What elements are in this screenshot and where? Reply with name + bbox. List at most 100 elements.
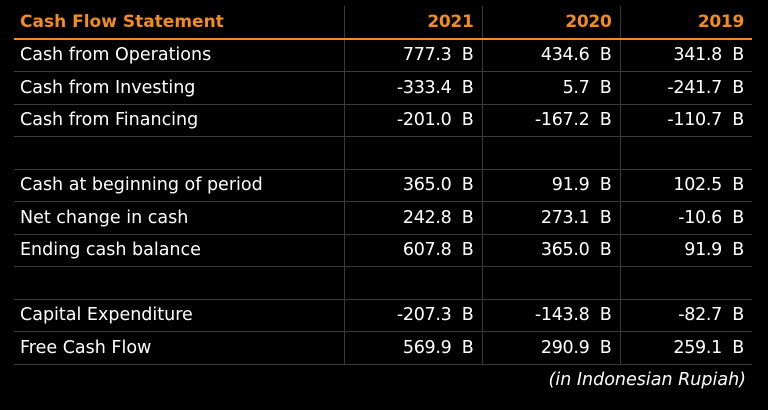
cell-unit: B: [461, 337, 474, 358]
row-label: Net change in cash: [14, 201, 345, 235]
cell-value: 434.6: [540, 45, 590, 66]
cell-unit: B: [732, 305, 744, 326]
table-row: Cash from Financing -201.0 B -167.2 B -110.7 B: [14, 104, 752, 137]
empty-cell: [344, 136, 483, 170]
spacer-row: [14, 266, 752, 300]
cell-unit: B: [461, 110, 474, 131]
cell-unit: B: [461, 207, 474, 228]
cell-value: -143.8: [534, 305, 590, 326]
value-cell: -241.7 B: [620, 71, 752, 105]
value-cell: -167.2 B: [482, 104, 621, 137]
value-cell: -110.7 B: [620, 104, 752, 137]
cell-unit: B: [732, 175, 744, 196]
cell-value: 259.1: [673, 337, 722, 358]
cell-unit: B: [599, 240, 612, 261]
table-row: Cash at beginning of period 365.0 B 91.9 B 10…: [14, 169, 752, 202]
table-row: Net change in cash 242.8 B 273.1 B -10.6 B: [14, 201, 752, 235]
cell-unit: B: [599, 305, 612, 326]
cell-value: -201.0: [396, 110, 452, 131]
value-cell: -10.6 B: [620, 201, 752, 235]
table-row: Cash from Operations 777.3 B 434.6 B 341.8 B: [14, 38, 752, 72]
year-header-2020: 2020: [482, 6, 621, 40]
table-row: Ending cash balance 607.8 B 365.0 B 91.9 B: [14, 234, 752, 267]
empty-cell: [482, 266, 621, 300]
value-cell: 365.0 B: [344, 169, 483, 202]
value-cell: 569.9 B: [344, 331, 483, 365]
value-cell: 259.1 B: [620, 331, 752, 365]
cell-value: 242.8: [402, 207, 452, 228]
value-cell: 607.8 B: [344, 234, 483, 267]
cell-unit: B: [732, 45, 744, 66]
year-header-2021: 2021: [344, 6, 483, 40]
cell-unit: B: [732, 240, 744, 261]
value-cell: 242.8 B: [344, 201, 483, 235]
cell-unit: B: [461, 77, 474, 98]
cell-unit: B: [599, 110, 612, 131]
cell-unit: B: [461, 175, 474, 196]
cell-value: 273.1: [540, 207, 590, 228]
cell-value: 777.3: [402, 45, 452, 66]
header-row: Cash Flow Statement 2021 2020 2019: [14, 6, 752, 40]
value-cell: -143.8 B: [482, 299, 621, 332]
value-cell: 5.7 B: [482, 71, 621, 105]
cell-value: -333.4: [396, 77, 452, 98]
cell-unit: B: [461, 45, 474, 66]
empty-cell: [14, 266, 345, 300]
cell-value: 569.9: [402, 337, 452, 358]
cell-value: 365.0: [540, 240, 590, 261]
row-label: Ending cash balance: [14, 234, 345, 267]
cell-value: 5.7: [562, 77, 590, 98]
cell-unit: B: [732, 207, 744, 228]
cell-unit: B: [461, 305, 474, 326]
value-cell: -82.7 B: [620, 299, 752, 332]
value-cell: 273.1 B: [482, 201, 621, 235]
value-cell: 365.0 B: [482, 234, 621, 267]
row-label: Free Cash Flow: [14, 331, 345, 365]
cell-value: -167.2: [534, 110, 590, 131]
empty-cell: [620, 136, 752, 170]
cell-value: -207.3: [396, 305, 452, 326]
cell-value: 365.0: [402, 175, 452, 196]
value-cell: -207.3 B: [344, 299, 483, 332]
cell-unit: B: [461, 240, 474, 261]
table-row: Cash from Investing -333.4 B 5.7 B -241.7 B: [14, 71, 752, 105]
cell-value: -241.7: [667, 77, 722, 98]
cell-unit: B: [599, 207, 612, 228]
cell-unit: B: [732, 110, 744, 131]
cell-value: 91.9: [684, 240, 722, 261]
row-label: Capital Expenditure: [14, 299, 345, 332]
value-cell: 91.9 B: [620, 234, 752, 267]
empty-cell: [344, 266, 483, 300]
cell-value: 341.8: [673, 45, 722, 66]
value-cell: 290.9 B: [482, 331, 621, 365]
table-title: Cash Flow Statement: [14, 6, 345, 40]
cell-value: 290.9: [540, 337, 590, 358]
spacer-row: [14, 136, 752, 170]
value-cell: 102.5 B: [620, 169, 752, 202]
value-cell: 91.9 B: [482, 169, 621, 202]
cell-value: -82.7: [678, 305, 722, 326]
table-body: Cash from Operations 777.3 B 434.6 B 341.8 B Ca…: [14, 38, 752, 397]
cell-value: 102.5: [673, 175, 722, 196]
value-cell: 777.3 B: [344, 38, 483, 72]
row-label: Cash from Operations: [14, 38, 345, 72]
currency-note: (in Indonesian Rupiah): [548, 370, 747, 391]
cell-value: 607.8: [402, 240, 452, 261]
cell-value: 91.9: [551, 175, 590, 196]
table-row: Capital Expenditure -207.3 B -143.8 B -82.7 B: [14, 299, 752, 332]
cell-value: -10.6: [678, 207, 722, 228]
cell-value: -110.7: [667, 110, 722, 131]
empty-cell: [14, 136, 345, 170]
row-label: Cash from Investing: [14, 71, 345, 105]
value-cell: -333.4 B: [344, 71, 483, 105]
value-cell: 434.6 B: [482, 38, 621, 72]
cell-unit: B: [599, 77, 612, 98]
row-label: Cash from Financing: [14, 104, 345, 137]
empty-cell: [482, 136, 621, 170]
note-row: (in Indonesian Rupiah): [14, 364, 752, 396]
cash-flow-table: Cash Flow Statement 2021 2020 2019 Cash …: [14, 6, 752, 396]
cell-unit: B: [599, 45, 612, 66]
cell-unit: B: [732, 337, 744, 358]
row-label: Cash at beginning of period: [14, 169, 345, 202]
